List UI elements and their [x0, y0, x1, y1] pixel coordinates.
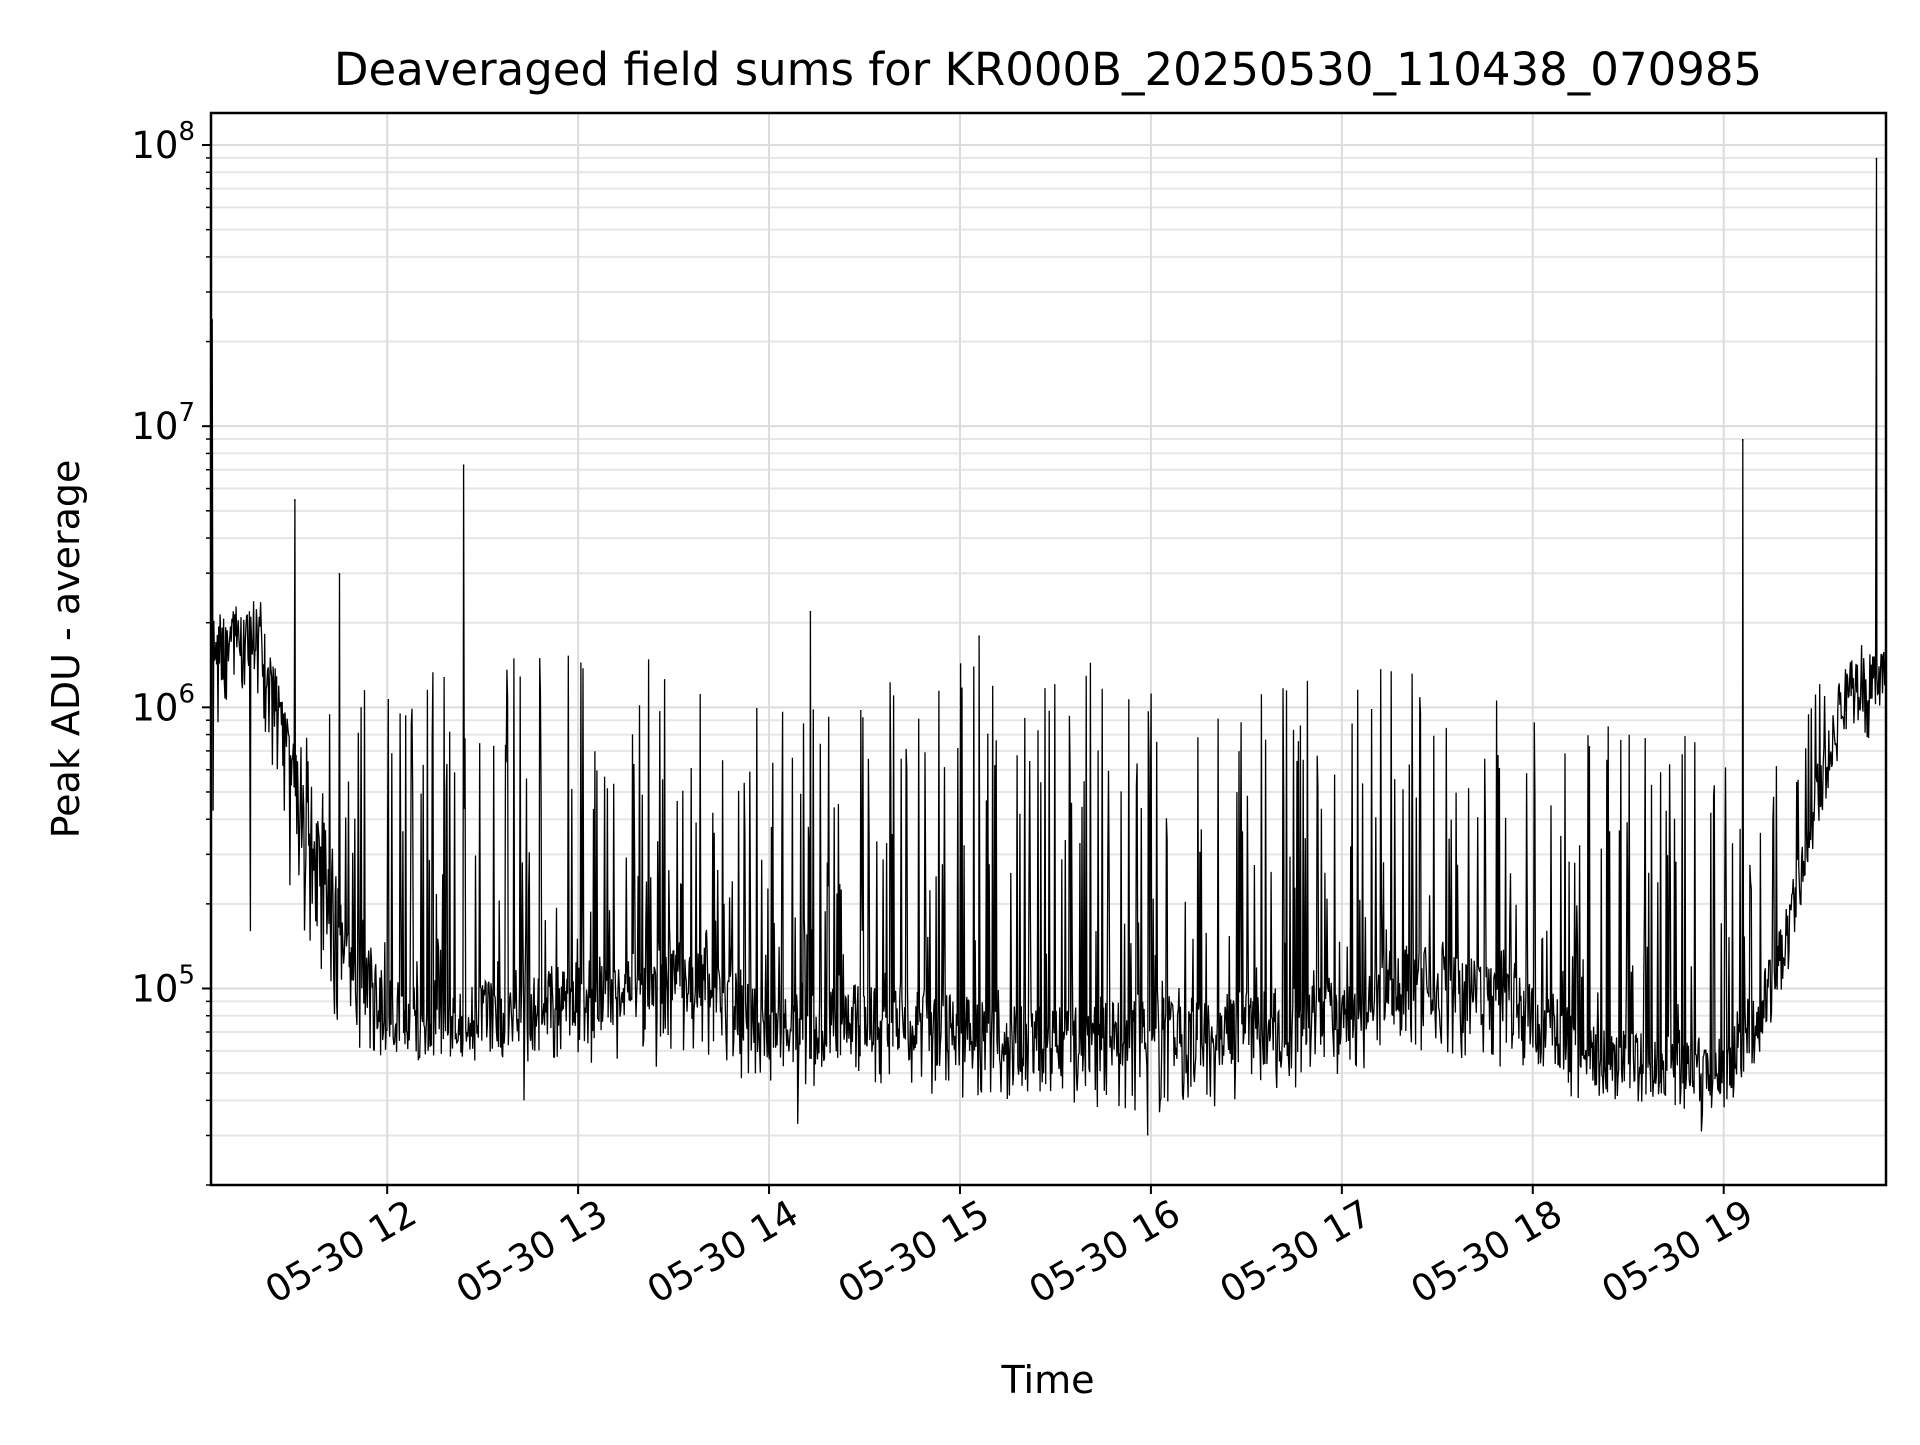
y-tick-base: 10 [131, 686, 178, 729]
y-tick-label: 106 [131, 679, 195, 729]
y-tick-exponent: 6 [178, 679, 195, 709]
series-line [210, 157, 1887, 1136]
plot-frame [209, 111, 1888, 1187]
y-tick-exponent: 5 [178, 960, 195, 990]
y-tick-base: 10 [131, 967, 178, 1010]
y-tick-label: 108 [131, 117, 195, 167]
y-tick-exponent: 7 [178, 398, 195, 428]
y-tick-base: 10 [131, 124, 178, 167]
x-axis-label: Time [1001, 1358, 1095, 1402]
y-axis-label: Peak ADU - average [44, 460, 88, 839]
y-tick-label: 105 [131, 960, 195, 1010]
y-tick-label: 107 [131, 398, 195, 448]
series-layer [210, 157, 1887, 1136]
y-tick-base: 10 [131, 405, 178, 448]
chart-title: Deaveraged field sums for KR000B_2025053… [334, 43, 1762, 96]
y-tick-exponent: 8 [178, 117, 195, 147]
